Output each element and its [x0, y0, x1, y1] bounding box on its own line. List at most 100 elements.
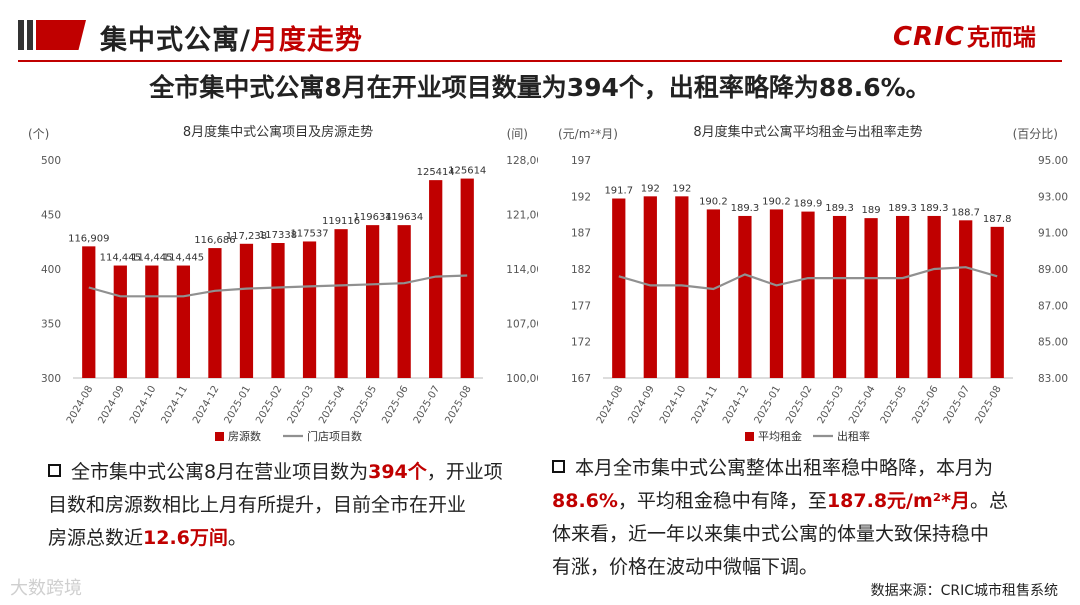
data-label: 188.7 — [951, 207, 980, 218]
legend-label: 门店项目数 — [307, 429, 362, 443]
data-label: 119634 — [354, 212, 392, 223]
bar — [927, 215, 941, 378]
data-label: 116,686 — [194, 235, 235, 246]
x-tick-label: 2025-03 — [286, 384, 316, 426]
x-tick-label: 2024-10 — [128, 384, 158, 426]
bar — [801, 211, 815, 378]
data-label: 189.3 — [888, 203, 917, 214]
data-label: 114,445 — [131, 253, 172, 264]
x-tick-label: 2025-07 — [412, 384, 442, 426]
bar — [738, 215, 752, 378]
y2-tick-label: 95.00% — [1038, 155, 1068, 167]
data-label: 117338 — [259, 230, 297, 241]
y2-tick-label: 89.00% — [1038, 264, 1068, 276]
y2-tick-label: 91.00% — [1038, 228, 1068, 240]
x-tick-label: 2025-02 — [254, 384, 284, 426]
data-label: 117537 — [290, 228, 328, 239]
y2-axis-label: (百分比) — [1013, 127, 1058, 141]
chart-rent-occupancy: 8月度集中式公寓平均租金与出租率走势 (元/m²*月) (百分比) 197 192 187… — [558, 124, 1068, 443]
data-label: 114,445 — [163, 253, 204, 264]
y-tick-label: 177 — [571, 300, 591, 312]
x-tick-label: 2025-07 — [942, 384, 972, 426]
y-axis-label: (元/m²*月) — [558, 127, 618, 141]
data-label: 117,238 — [226, 231, 267, 242]
y2-tick-label: 121,000 — [506, 210, 538, 222]
data-label: 189.3 — [920, 203, 949, 214]
y-tick-label: 182 — [571, 264, 591, 276]
y2-tick-label: 85.00% — [1038, 337, 1068, 349]
bar — [990, 226, 1004, 378]
y-tick-label: 500 — [41, 155, 61, 167]
data-label: 187.8 — [983, 214, 1012, 225]
bar — [208, 248, 222, 378]
data-label: 114,445 — [100, 253, 141, 264]
x-tick-label: 2025-08 — [443, 384, 473, 426]
data-label: 191.7 — [604, 186, 633, 197]
y2-tick-label: 114,000 — [506, 264, 538, 276]
data-label: 190.2 — [699, 196, 728, 207]
header-divider — [18, 60, 1062, 62]
watermark: 大数跨境 — [10, 578, 82, 599]
bar — [864, 218, 878, 378]
legend-label: 平均租金 — [758, 429, 802, 443]
bar — [460, 178, 474, 378]
legend-label: 出租率 — [837, 429, 870, 443]
series-line — [88, 274, 468, 298]
bar — [176, 265, 191, 378]
x-tick-label: 2025-01 — [753, 384, 783, 426]
data-label: 189.3 — [825, 203, 854, 214]
bar — [302, 241, 317, 378]
chart-title: 8月度集中式公寓项目及房源走势 — [183, 124, 373, 140]
bar — [334, 229, 348, 378]
header-decoration — [18, 20, 86, 50]
page-title: 集中式公寓/月度走势 — [100, 25, 363, 56]
y-tick-label: 450 — [41, 210, 61, 222]
bullet-right: 本月全市集中式公寓整体出租率稳中略降，本月为 88.6%，平均租金稳中有降，至1… — [552, 457, 1009, 578]
x-tick-label: 2024-11 — [690, 384, 720, 426]
data-label: 192 — [641, 183, 660, 194]
x-tick-label: 2025-04 — [847, 384, 877, 426]
chart-projects-rooms: 8月度集中式公寓项目及房源走势 (个) (间) 500 450 400 350 300 128,… — [28, 124, 538, 443]
bar — [769, 209, 784, 378]
x-tick-label: 2025-03 — [816, 384, 846, 426]
x-tick-label: 2025-06 — [380, 384, 410, 426]
data-label: 189.9 — [794, 199, 823, 210]
data-label: 192 — [672, 183, 691, 194]
data-label: 190.2 — [762, 196, 791, 207]
y-tick-label: 197 — [571, 155, 591, 167]
x-tick-label: 2025-01 — [223, 384, 253, 426]
bullet-left: 全市集中式公寓8月在营业项目数为394个，开业项 目数和房源数相比上月有所提升，… — [48, 461, 503, 549]
bar — [271, 243, 285, 378]
x-tick-label: 2025-06 — [910, 384, 940, 426]
data-label: 189 — [862, 205, 881, 216]
bar — [397, 225, 411, 378]
legend-swatch-bar — [745, 432, 754, 441]
bar — [365, 225, 380, 378]
bar — [82, 246, 96, 378]
cric-logo: CRIC克而瑞 — [893, 22, 1036, 52]
x-tick-label: 2024-09 — [96, 384, 126, 426]
x-tick-label: 2025-02 — [784, 384, 814, 426]
y2-tick-label: 128,000 — [506, 155, 538, 167]
data-label: 125614 — [448, 166, 486, 177]
x-tick-label: 2024-12 — [721, 384, 751, 426]
x-tick-label: 2025-04 — [317, 384, 347, 426]
legend-label: 房源数 — [228, 429, 261, 443]
y2-tick-label: 107,000 — [506, 319, 538, 331]
bar — [643, 196, 657, 378]
y-tick-label: 350 — [41, 319, 61, 331]
series-line — [618, 266, 998, 291]
y-tick-label: 300 — [41, 373, 61, 385]
data-label: 119116 — [322, 216, 360, 227]
bar — [959, 220, 973, 378]
data-source: 数据来源：CRIC城市租售系统 — [870, 583, 1058, 599]
x-tick-label: 2024-08 — [65, 384, 95, 426]
data-label: 125414 — [417, 167, 455, 178]
x-tick-label: 2024-11 — [160, 384, 190, 426]
y2-tick-label: 93.00% — [1038, 191, 1068, 203]
data-label: 189.3 — [731, 203, 760, 214]
legend-swatch-bar — [215, 432, 224, 441]
bar — [895, 215, 910, 378]
y-tick-label: 167 — [571, 373, 591, 385]
bullet-square-icon — [48, 464, 61, 477]
